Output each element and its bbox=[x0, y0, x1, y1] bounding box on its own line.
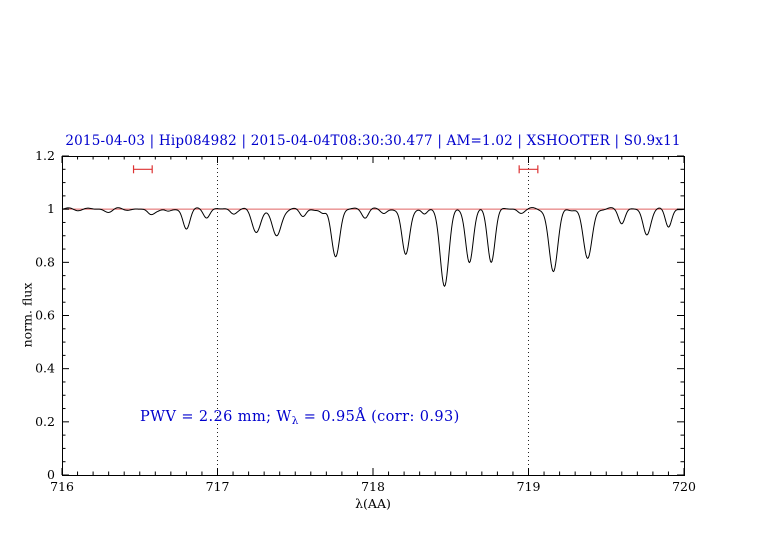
y-tick-label: 0 bbox=[47, 467, 55, 482]
x-tick-label: 720 bbox=[672, 479, 696, 494]
plot-frame bbox=[62, 156, 685, 476]
spectrum-curve bbox=[61, 207, 685, 287]
y-tick-label: 0.6 bbox=[35, 308, 55, 323]
pwv-annotation-text-2: = 0.95Å (corr: 0.93) bbox=[298, 409, 460, 425]
y-tick-label: 1 bbox=[47, 201, 55, 216]
x-tick-label: 716 bbox=[50, 479, 74, 494]
y-axis-label: norm. flux bbox=[19, 282, 35, 348]
x-tick-label: 718 bbox=[361, 479, 385, 494]
x-axis-label: λ(AA) bbox=[355, 496, 391, 511]
y-tick-label: 0.4 bbox=[35, 361, 55, 376]
y-tick-label: 0.2 bbox=[35, 414, 55, 429]
x-tick-label: 717 bbox=[206, 479, 230, 494]
plot-title: 2015-04-03 | Hip084982 | 2015-04-04T08:3… bbox=[65, 133, 681, 149]
y-tick-label: 1.2 bbox=[35, 148, 55, 163]
x-tick-label: 719 bbox=[517, 479, 541, 494]
pwv-annotation: PWV = 2.26 mm; Wλ = 0.95Å (corr: 0.93) bbox=[140, 409, 460, 427]
pwv-annotation-text: PWV = 2.26 mm; W bbox=[140, 409, 292, 425]
lambda-subscript: λ bbox=[291, 415, 299, 427]
y-tick-label: 0.8 bbox=[35, 254, 55, 269]
